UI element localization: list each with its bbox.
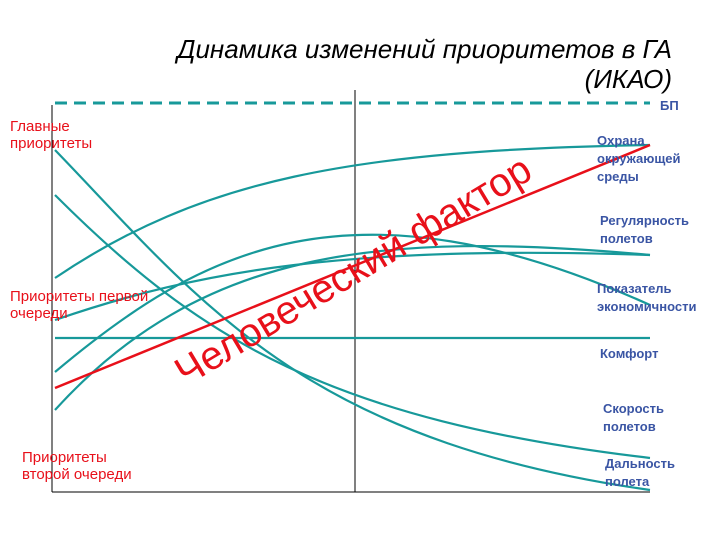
left-label: приоритеты bbox=[10, 135, 92, 152]
curve bbox=[54, 149, 651, 492]
right-label: экономичности bbox=[597, 299, 696, 314]
left-label: очереди bbox=[10, 305, 68, 322]
title: Динамика изменений приоритетов в ГА(ИКАО… bbox=[174, 34, 672, 94]
title-line: Динамика изменений приоритетов в ГА bbox=[174, 34, 672, 64]
curve bbox=[54, 233, 651, 373]
curve bbox=[54, 143, 651, 279]
right-label: Скорость bbox=[603, 401, 664, 416]
curve bbox=[54, 194, 651, 460]
right-label: Комфорт bbox=[600, 346, 658, 361]
left-label: второй очереди bbox=[22, 466, 132, 483]
left-label: Приоритеты первой bbox=[10, 288, 148, 305]
curve bbox=[54, 244, 651, 411]
right-label: Дальность bbox=[605, 456, 675, 471]
right-label: полета bbox=[605, 474, 650, 489]
left-label: Приоритеты bbox=[22, 449, 107, 466]
right-label: окружающей bbox=[597, 151, 681, 166]
left-label: Главные bbox=[10, 118, 70, 135]
right-label: Регулярность bbox=[600, 213, 689, 228]
right-label: Охрана bbox=[597, 133, 645, 148]
right-label: среды bbox=[597, 169, 639, 184]
right-label: БП bbox=[660, 98, 679, 113]
human-factor-line bbox=[54, 143, 651, 390]
right-label: Показатель bbox=[597, 281, 672, 296]
title-line: (ИКАО) bbox=[585, 64, 672, 94]
right-label: полетов bbox=[603, 419, 656, 434]
right-label: полетов bbox=[600, 231, 653, 246]
diagonal-label: Человеческий фактор bbox=[167, 147, 539, 394]
